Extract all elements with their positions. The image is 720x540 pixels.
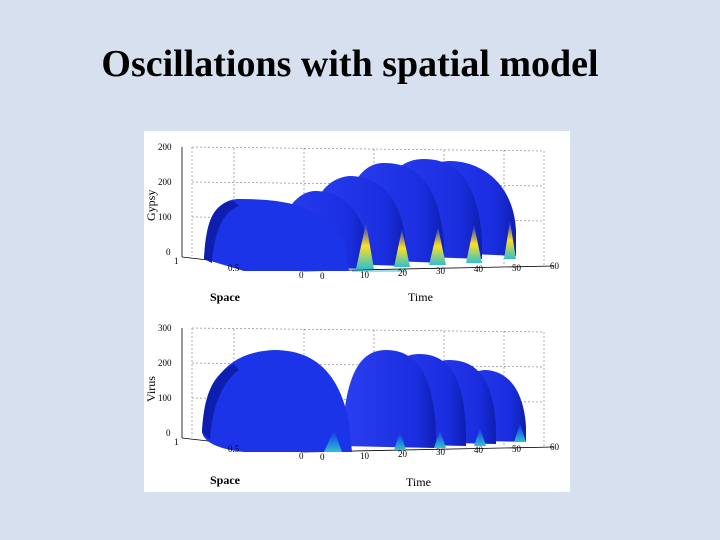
z-tick: 0 [166,247,171,257]
time-tick: 0 [320,271,325,281]
space-tick: 0 [299,451,304,461]
time-tick: 30 [436,266,446,276]
y-axis-label: Time [406,475,431,489]
gypsy-surface [204,159,516,272]
z-tick: 300 [158,323,172,333]
virus-surface-plot: 0 100 200 300 Virus 1 0.5 0 0 10 20 30 4… [144,323,560,489]
time-tick: 50 [512,263,522,273]
space-tick: 1 [174,437,179,447]
time-tick: 60 [550,261,560,271]
time-tick: 20 [398,449,408,459]
z-tick: 200 [158,358,172,368]
time-tick: 20 [398,268,408,278]
space-tick: 0.5 [228,263,240,273]
x-axis-label: Space [210,473,241,487]
space-tick: 0.5 [228,444,240,454]
time-tick: 0 [320,452,325,462]
time-tick: 50 [512,444,522,454]
time-tick: 30 [436,447,446,457]
time-tick: 40 [474,445,484,455]
time-tick: 10 [360,451,370,461]
virus-surface [202,350,526,452]
z-tick: 100 [158,393,172,403]
y-axis-label: Time [408,290,433,304]
z-axis-label: Virus [144,376,158,402]
space-tick: 0 [299,270,304,280]
z-tick: 100 [158,212,172,222]
time-tick: 60 [550,442,560,452]
time-tick: 40 [474,264,484,274]
slide-title: Oscillations with spatial model [101,43,599,85]
figure-panel: 0 100 200 200 Gypsy 1 0.5 0 0 10 20 30 4… [144,131,570,492]
z-tick: 200 [158,177,172,187]
z-axis-label: Gypsy [144,190,158,221]
time-tick: 10 [360,270,370,280]
z-tick: 0 [166,428,171,438]
x-axis-label: Space [210,290,241,304]
space-tick: 1 [174,256,179,266]
gypsy-surface-plot: 0 100 200 200 Gypsy 1 0.5 0 0 10 20 30 4… [144,142,560,304]
z-tick: 200 [158,142,172,152]
